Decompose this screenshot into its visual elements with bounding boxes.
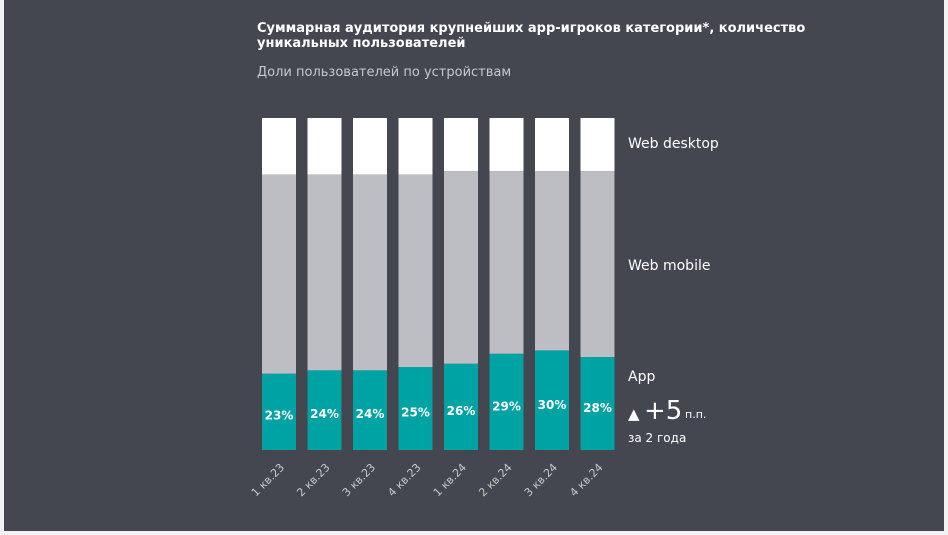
bar-web-desktop-2 (307, 118, 342, 175)
delta-unit: п.п. (685, 408, 706, 421)
bar-app-5 (444, 363, 478, 450)
legend: App Web mobile Web desktop ▲ +5 п.п. за 2 года (628, 136, 719, 445)
x-tick-label-2: 2 кв.23 (294, 461, 332, 499)
x-tick-labels: 1 кв.23 2 кв.23 3 кв.23 4 кв.23 1 кв.24 2 кв.… (249, 461, 606, 499)
data-label-6: 29% (492, 400, 521, 414)
data-label-4: 25% (401, 406, 430, 420)
bar-web-desktop-8 (580, 118, 615, 172)
data-label-2: 24% (310, 407, 339, 421)
delta-value: +5 (644, 396, 682, 426)
bar-app-7 (535, 350, 569, 450)
bar-web-desktop-4 (398, 118, 433, 175)
data-label-3: 24% (356, 407, 385, 421)
bar-web-mobile-5 (444, 171, 478, 364)
legend-web-mobile: Web mobile (628, 258, 710, 274)
bar-app-6 (489, 353, 524, 450)
delta-note: за 2 года (628, 431, 686, 445)
x-tick-label-1: 1 кв.23 (249, 461, 287, 499)
bar-web-desktop-5 (444, 118, 478, 172)
bars-group: 23% 24% 24% 25% 26% 29% 30% 28% (262, 118, 615, 450)
bar-web-mobile-1 (262, 174, 296, 374)
data-label-5: 26% (447, 404, 476, 418)
bar-web-desktop-1 (262, 118, 296, 175)
data-label-7: 30% (538, 398, 567, 412)
chart-subtitle: Доли пользователей по устройствам (257, 65, 512, 80)
bar-web-desktop-7 (535, 118, 569, 172)
bar-web-mobile-4 (398, 174, 433, 367)
bar-web-mobile-6 (489, 171, 524, 354)
x-tick-label-5: 1 кв.24 (431, 461, 469, 499)
bar-app-8 (580, 357, 615, 450)
data-label-8: 28% (583, 401, 612, 415)
legend-app: App (628, 369, 655, 385)
x-tick-label-7: 3 кв.24 (522, 461, 560, 499)
x-tick-label-6: 2 кв.24 (476, 461, 514, 499)
bar-app-2 (307, 370, 342, 450)
bar-app-3 (353, 370, 387, 450)
chart-title: Суммарная аудитория крупнейших app-игрок… (257, 21, 806, 51)
bar-app-4 (398, 367, 433, 450)
bar-web-desktop-3 (353, 118, 387, 175)
legend-web-desktop: Web desktop (628, 136, 719, 152)
bar-app-1 (262, 373, 296, 450)
x-tick-label-4: 4 кв.23 (385, 461, 423, 499)
bar-web-mobile-2 (307, 174, 342, 371)
bar-web-desktop-6 (489, 118, 524, 172)
data-label-1: 23% (265, 409, 294, 423)
x-tick-label-8: 4 кв.24 (567, 461, 605, 499)
triangle-up-icon: ▲ (628, 405, 640, 423)
bar-web-mobile-7 (535, 171, 569, 351)
bar-web-mobile-3 (353, 174, 387, 371)
x-tick-label-3: 3 кв.23 (340, 461, 378, 499)
bar-web-mobile-8 (580, 171, 615, 358)
